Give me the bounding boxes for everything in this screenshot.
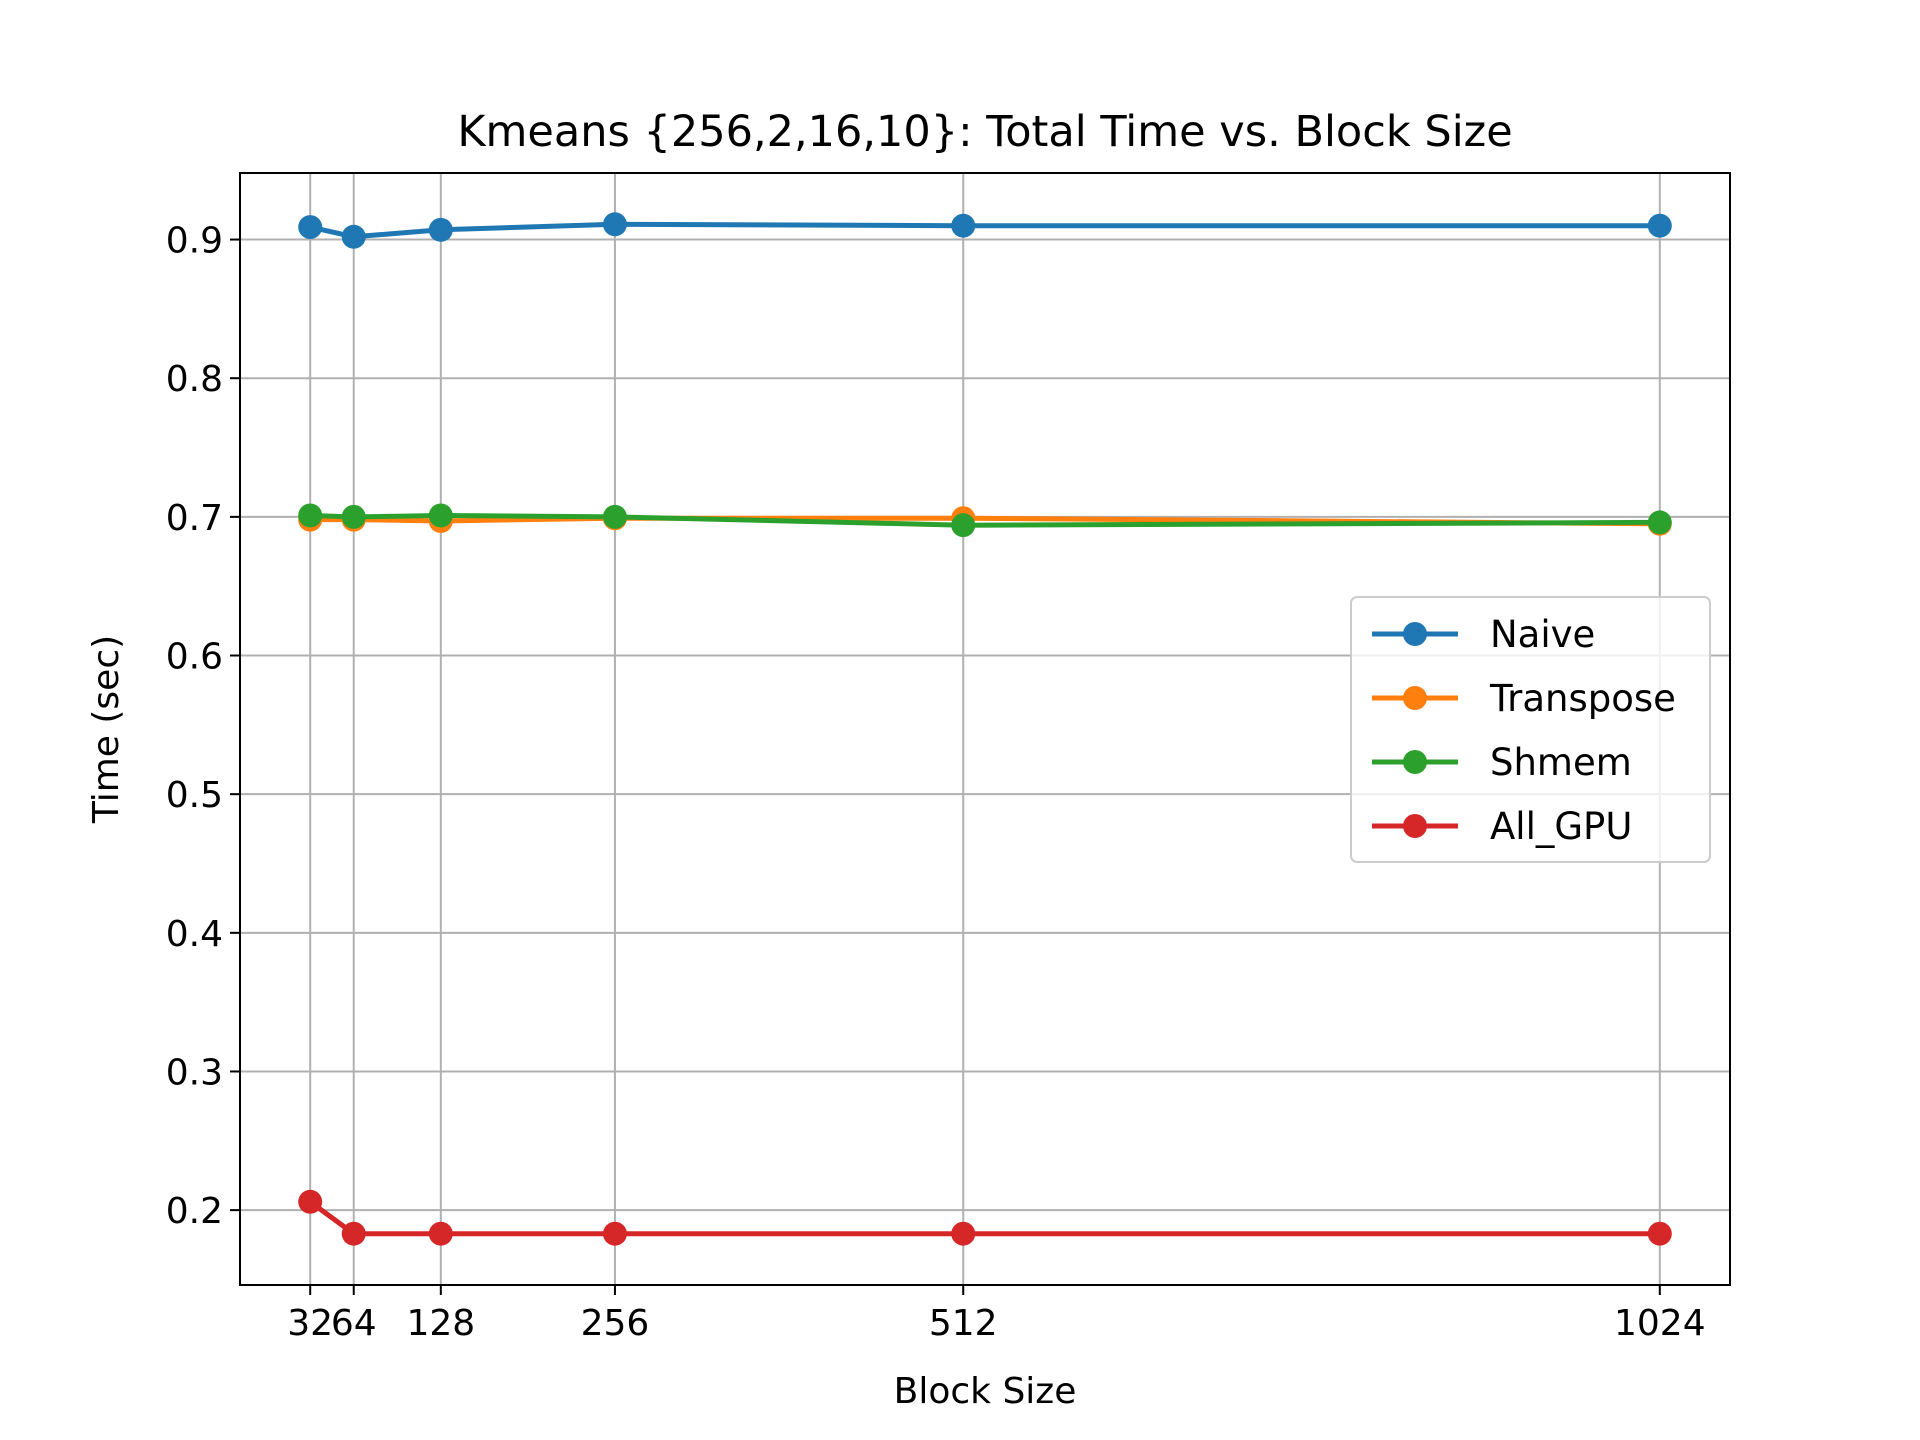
y-tick-label: 0.7: [166, 498, 223, 539]
legend-marker: [1403, 814, 1427, 838]
data-point: [428, 217, 453, 242]
x-tick-label: 1024: [1614, 1303, 1706, 1344]
data-point: [341, 504, 366, 529]
legend-marker: [1403, 686, 1427, 710]
legend-marker: [1403, 622, 1427, 646]
data-point: [341, 224, 366, 249]
data-point: [428, 503, 453, 528]
legend-marker: [1403, 750, 1427, 774]
y-tick-label: 0.5: [166, 775, 223, 816]
x-tick-label: 64: [331, 1303, 377, 1344]
data-point: [1647, 1221, 1672, 1246]
legend-label: Naive: [1490, 613, 1595, 656]
data-point: [951, 513, 976, 538]
data-point: [951, 1221, 976, 1246]
data-point: [1647, 213, 1672, 238]
y-tick-label: 0.2: [166, 1191, 223, 1232]
data-point: [341, 1221, 366, 1246]
series-all-gpu: [298, 1189, 1672, 1246]
y-tick-label: 0.8: [166, 359, 223, 400]
legend-entry: Shmem: [1372, 741, 1632, 784]
series-naive: [298, 212, 1672, 249]
data-point: [602, 212, 627, 237]
data-point: [428, 1221, 453, 1246]
y-tick-label: 0.3: [166, 1052, 223, 1093]
legend-box: [1350, 596, 1711, 863]
y-tick-label: 0.9: [166, 221, 223, 262]
y-tick-label: 0.6: [166, 637, 223, 678]
legend-label: All_GPU: [1490, 805, 1632, 848]
x-axis-label: Block Size: [894, 1371, 1077, 1412]
data-point: [602, 1221, 627, 1246]
chart-title: Kmeans {256,2,16,10}: Total Time vs. Blo…: [457, 107, 1512, 157]
y-axis-label: Time (sec): [86, 635, 127, 824]
y-tick-label: 0.4: [166, 914, 223, 955]
data-point: [298, 215, 323, 240]
series-layer: [298, 212, 1672, 1246]
x-tick-label: 512: [929, 1303, 998, 1344]
legend-entry: Naive: [1372, 613, 1595, 656]
data-point: [602, 504, 627, 529]
legend: Naive Transpose Shmem All_GPU: [1350, 596, 1711, 863]
data-point: [298, 1189, 323, 1214]
x-tick-label: 256: [581, 1303, 650, 1344]
x-tick-label: 32: [287, 1303, 333, 1344]
legend-label: Shmem: [1490, 741, 1632, 784]
x-tick-label: 128: [406, 1303, 475, 1344]
series-shmem: [298, 503, 1672, 538]
data-point: [951, 213, 976, 238]
legend-entry: All_GPU: [1372, 805, 1632, 848]
data-point: [1647, 510, 1672, 535]
legend-label: Transpose: [1489, 677, 1676, 720]
legend-entry: Transpose: [1372, 677, 1676, 720]
plot-frame: [239, 172, 1731, 1286]
data-point: [298, 503, 323, 528]
